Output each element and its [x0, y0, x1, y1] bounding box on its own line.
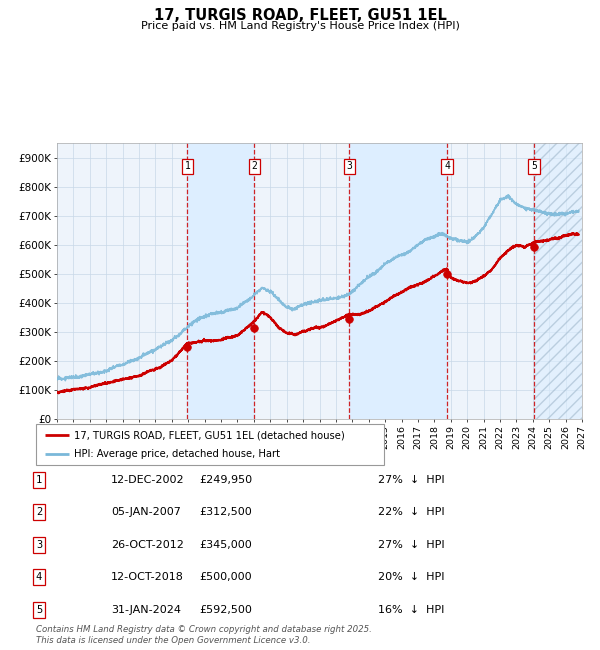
Text: 12-DEC-2002: 12-DEC-2002	[111, 474, 185, 485]
Text: 1: 1	[36, 474, 42, 485]
Text: 20%  ↓  HPI: 20% ↓ HPI	[378, 572, 445, 582]
Text: 12-OCT-2018: 12-OCT-2018	[111, 572, 184, 582]
Text: 26-OCT-2012: 26-OCT-2012	[111, 540, 184, 550]
Text: £500,000: £500,000	[199, 572, 252, 582]
Text: 17, TURGIS ROAD, FLEET, GU51 1EL: 17, TURGIS ROAD, FLEET, GU51 1EL	[154, 8, 446, 23]
Text: 16%  ↓  HPI: 16% ↓ HPI	[378, 604, 445, 615]
Text: 4: 4	[444, 161, 450, 171]
Text: Price paid vs. HM Land Registry's House Price Index (HPI): Price paid vs. HM Land Registry's House …	[140, 21, 460, 31]
Text: 3: 3	[346, 161, 352, 171]
Bar	[534, 143, 582, 419]
Bar	[349, 143, 447, 419]
Text: 05-JAN-2007: 05-JAN-2007	[111, 507, 181, 517]
Text: 22%  ↓  HPI: 22% ↓ HPI	[378, 507, 445, 517]
Text: 4: 4	[36, 572, 42, 582]
Text: 3: 3	[36, 540, 42, 550]
Text: 27%  ↓  HPI: 27% ↓ HPI	[378, 474, 445, 485]
Text: 17, TURGIS ROAD, FLEET, GU51 1EL (detached house): 17, TURGIS ROAD, FLEET, GU51 1EL (detach…	[74, 430, 345, 440]
Text: 1: 1	[184, 161, 190, 171]
Text: HPI: Average price, detached house, Hart: HPI: Average price, detached house, Hart	[74, 449, 280, 459]
Text: 5: 5	[531, 161, 537, 171]
Text: £592,500: £592,500	[199, 604, 252, 615]
Text: 5: 5	[36, 604, 42, 615]
Text: Contains HM Land Registry data © Crown copyright and database right 2025.
This d: Contains HM Land Registry data © Crown c…	[36, 625, 372, 645]
Text: 2: 2	[36, 507, 42, 517]
Bar	[187, 143, 254, 419]
Text: 31-JAN-2024: 31-JAN-2024	[111, 604, 181, 615]
Text: £312,500: £312,500	[199, 507, 252, 517]
Text: £249,950: £249,950	[199, 474, 252, 485]
Text: 27%  ↓  HPI: 27% ↓ HPI	[378, 540, 445, 550]
Text: 2: 2	[251, 161, 257, 171]
Text: £345,000: £345,000	[199, 540, 252, 550]
